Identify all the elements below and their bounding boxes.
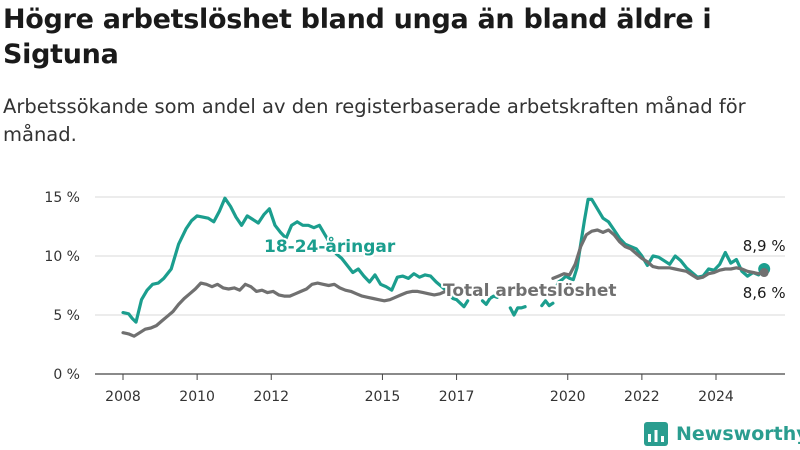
x-tick-label: 2015: [365, 389, 401, 405]
x-tick-label: 2012: [253, 389, 289, 405]
y-axis-ticks: 0 % 5 % 10 % 15 %: [44, 190, 80, 383]
youth-series-line: [508, 305, 527, 317]
chart-subtitle: Arbetssökande som andel av den registerb…: [3, 95, 746, 146]
x-axis-ticks: 2008 2010 2012 2015 2017 2020 2022 2024: [105, 374, 734, 405]
total-series-line: [121, 281, 447, 338]
y-tick-label: 15 %: [44, 190, 80, 206]
gridlines: [95, 196, 785, 375]
total-series-label: Total arbetslöshet: [443, 281, 617, 301]
x-tick-label: 2017: [439, 389, 475, 405]
x-tick-label: 2010: [179, 389, 215, 405]
total-end-label: 8,6 %: [743, 284, 786, 302]
youth-series-line: [480, 294, 499, 306]
series-labels: 18-24-åringar Total arbetslöshet 8,9 % 8,6 …: [262, 233, 786, 303]
youth-end-label: 8,9 %: [743, 237, 786, 255]
x-tick-label: 2020: [550, 389, 586, 405]
bar-chart-logo-icon: [644, 422, 668, 446]
youth-series-line: [540, 299, 555, 308]
y-tick-label: 5 %: [53, 308, 80, 324]
youth-series-line: [121, 196, 449, 324]
series-lines: [121, 196, 771, 338]
youth-series-line: [553, 197, 766, 293]
total-end-point: [759, 268, 769, 278]
youth-series-label: 18-24-åringar: [264, 235, 396, 257]
y-tick-label: 10 %: [44, 249, 80, 265]
chart-title: Högre arbetslöshet bland unga än bland ä…: [3, 4, 712, 70]
youth-series-line: [445, 289, 470, 309]
x-tick-label: 2008: [105, 389, 141, 405]
brand-name: Newsworthy: [676, 423, 800, 445]
x-tick-label: 2022: [624, 389, 660, 405]
x-tick-label: 2024: [698, 389, 734, 405]
total-series-line: [551, 228, 766, 280]
y-tick-label: 0 %: [53, 367, 80, 383]
newsworthy-logo[interactable]: Newsworthy: [644, 419, 800, 449]
